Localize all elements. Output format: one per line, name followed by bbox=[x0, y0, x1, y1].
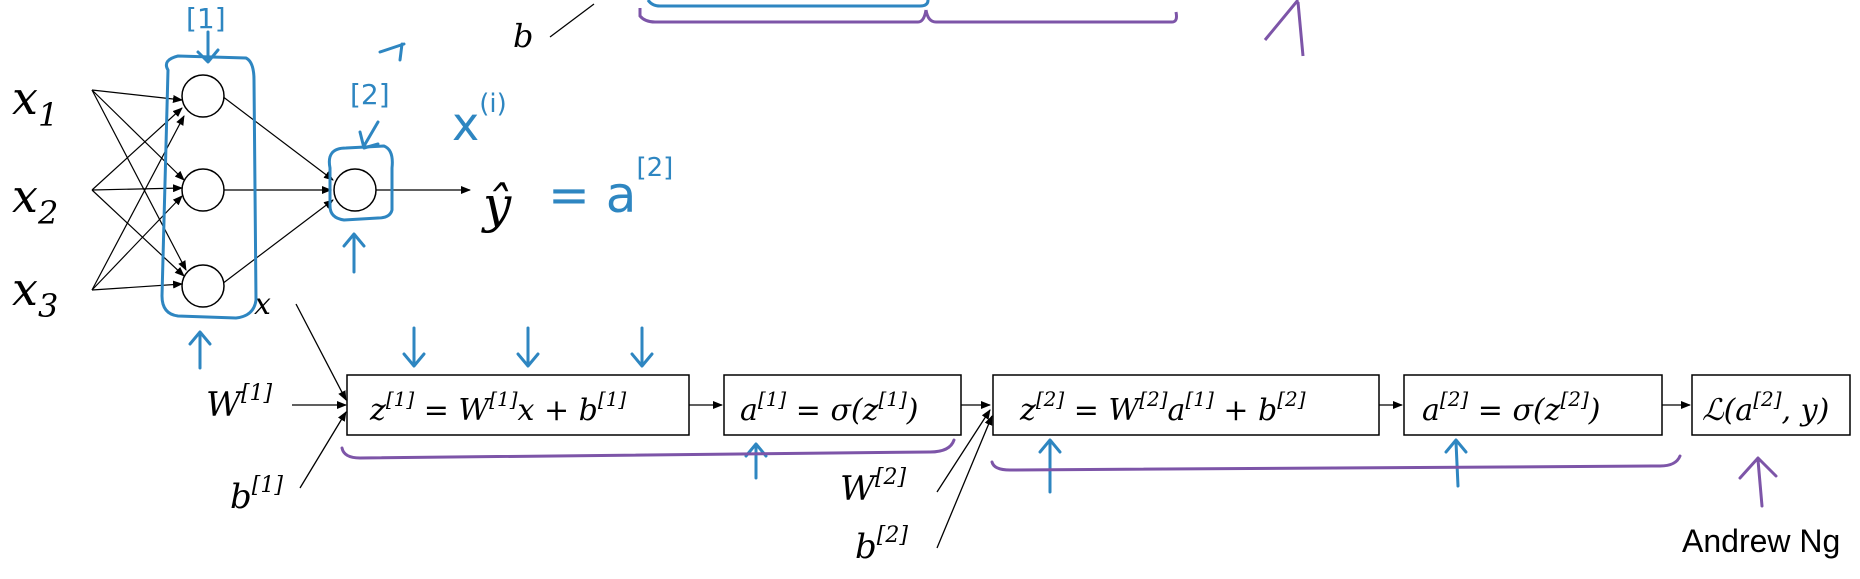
output-node bbox=[333, 168, 377, 212]
top-blue-bracket bbox=[646, 0, 930, 8]
hidden-output-edges bbox=[221, 95, 334, 285]
layer2-up-arrow bbox=[342, 232, 366, 274]
input-x3: x3 bbox=[12, 262, 58, 325]
hidden-node-2 bbox=[181, 168, 225, 212]
box-z2 bbox=[992, 374, 1380, 436]
x-label: x bbox=[254, 287, 271, 322]
credit-label: Andrew Ng bbox=[1682, 523, 1840, 559]
box-a2-label: a[2] = σ(z[2]) bbox=[1422, 387, 1601, 428]
box-a2 bbox=[1403, 374, 1663, 436]
top-b-line bbox=[549, 3, 595, 38]
box-loss bbox=[1691, 374, 1851, 436]
top-purple-brace bbox=[638, 8, 1178, 24]
loss-up-arrow bbox=[1738, 456, 1778, 508]
layer1-box bbox=[160, 54, 258, 320]
top-purple-arrow bbox=[1263, 0, 1305, 57]
graph-edges bbox=[292, 303, 1691, 549]
box-a1 bbox=[723, 374, 962, 436]
blue-annotations bbox=[160, 30, 406, 370]
layer2-box bbox=[327, 144, 394, 222]
layer1-down-arrow bbox=[196, 30, 220, 64]
layer2-tag: [2] bbox=[350, 78, 390, 111]
neural-network: x1 x2 x3 ŷ x bbox=[12, 71, 512, 325]
box-loss-label: ℒ(a[2], y) bbox=[1702, 387, 1829, 428]
layer2-down-arrow bbox=[358, 120, 380, 150]
input-x1: x1 bbox=[12, 71, 58, 134]
equals-a-annotation: = a[2] bbox=[548, 153, 673, 224]
param-b2: b[2] bbox=[855, 523, 908, 567]
box-z2-label: z[2] = W[2]a[1] + b[2] bbox=[1019, 387, 1306, 428]
input-x2: x2 bbox=[12, 169, 58, 232]
y-hat: ŷ bbox=[481, 176, 512, 234]
graph-blue-arrows bbox=[402, 326, 1468, 494]
box-z1-label: z[1] = W[1]x + b[1] bbox=[369, 387, 626, 428]
computation-graph: W[1] b[1] W[2] b[2] z[1] = W[1]x + b[1] … bbox=[206, 303, 1851, 567]
layer2-brace bbox=[990, 454, 1682, 472]
param-w1: W[1] bbox=[206, 381, 273, 425]
layer1-tag: [1] bbox=[186, 2, 226, 35]
top-b-label: b bbox=[513, 17, 533, 55]
box-z1 bbox=[346, 374, 690, 436]
layer2-hook-arrow bbox=[378, 42, 406, 62]
layer1-brace bbox=[340, 438, 956, 460]
layer1-up-arrow bbox=[188, 330, 212, 370]
top-annotations: b bbox=[513, 0, 1305, 57]
hidden-node-3 bbox=[181, 264, 225, 308]
x-i-annotation: x(i) bbox=[452, 89, 507, 151]
graph-purple-annotations bbox=[340, 438, 1778, 508]
param-b1: b[1] bbox=[230, 473, 283, 517]
hidden-node-1 bbox=[181, 74, 225, 118]
box-a1-label: a[1] = σ(z[1]) bbox=[740, 387, 919, 428]
param-w2: W[2] bbox=[840, 465, 907, 509]
input-hidden-edges bbox=[91, 89, 187, 291]
